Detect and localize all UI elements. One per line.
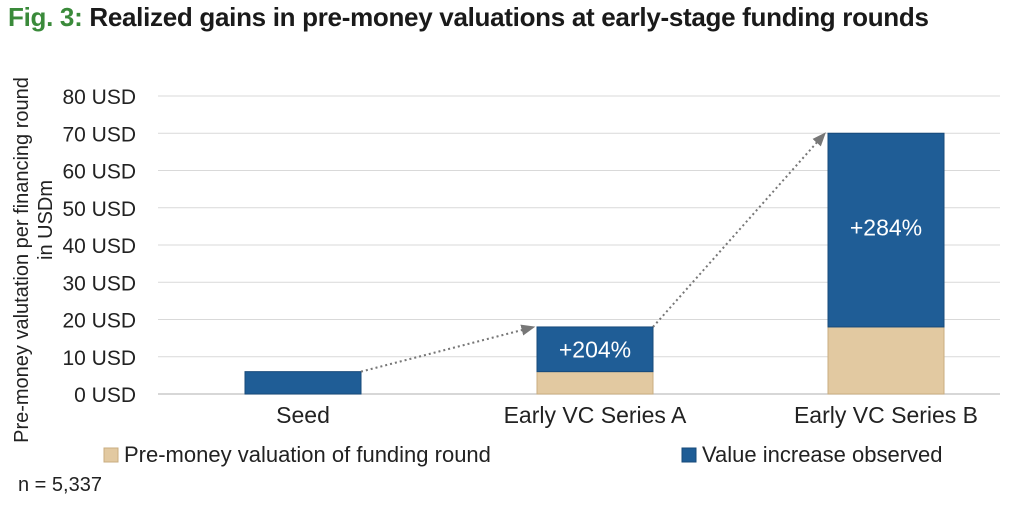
chart-title: Fig. 3: Realized gains in pre-money valu… — [8, 2, 929, 33]
x-tick-label: Early VC Series B — [794, 402, 978, 428]
x-axis-tick-labels: Seed Early VC Series A Early VC Series B — [276, 402, 978, 428]
y-tick-label: 10 USD — [62, 347, 136, 370]
y-tick-label: 80 USD — [62, 86, 136, 109]
y-axis-tick-labels: 0 USD 10 USD 20 USD 30 USD 40 USD 50 USD 60 US… — [62, 86, 136, 407]
y-axis-title: Pre-money valutation per financing round… — [11, 77, 57, 443]
y-tick-label: 0 USD — [74, 384, 136, 407]
bars — [244, 132, 945, 395]
trend-arrow — [652, 132, 826, 328]
legend-label: Pre-money valuation of funding round — [124, 442, 491, 467]
bar-segment-value-increase — [536, 326, 654, 373]
trend-arrows — [360, 132, 826, 373]
bar-segment-pre-money — [536, 371, 654, 395]
bar-label: +284% — [850, 214, 922, 240]
y-tick-label: 60 USD — [62, 161, 136, 184]
bar-label: +204% — [559, 336, 631, 362]
figure-number: Fig. 3: — [8, 2, 83, 32]
y-tick-label: 50 USD — [62, 198, 136, 221]
y-tick-label: 30 USD — [62, 272, 136, 295]
x-tick-label: Seed — [276, 402, 330, 428]
bar-segment-value-increase — [827, 132, 945, 328]
y-axis-title-line: in USDm — [35, 180, 57, 260]
y-axis-title-line: Pre-money valutation per financing round — [11, 77, 33, 443]
bar-segment-pre-money — [827, 326, 945, 395]
x-tick-label: Early VC Series A — [504, 402, 687, 428]
legend-swatch — [681, 447, 697, 463]
legend-label: Value increase observed — [702, 442, 943, 467]
bar-segment-value-increase — [244, 371, 362, 395]
sample-size-note: n = 5,337 — [18, 474, 102, 496]
y-tick-label: 20 USD — [62, 310, 136, 333]
legend: Pre-money valuation of funding round Valu… — [103, 442, 943, 467]
y-tick-label: 70 USD — [62, 123, 136, 146]
legend-swatch — [103, 447, 119, 463]
y-tick-label: 40 USD — [62, 235, 136, 258]
bar-labels: +204% +284% — [559, 214, 922, 362]
trend-arrow — [360, 324, 536, 373]
chart-title-text: Realized gains in pre-money valuations a… — [89, 2, 929, 32]
